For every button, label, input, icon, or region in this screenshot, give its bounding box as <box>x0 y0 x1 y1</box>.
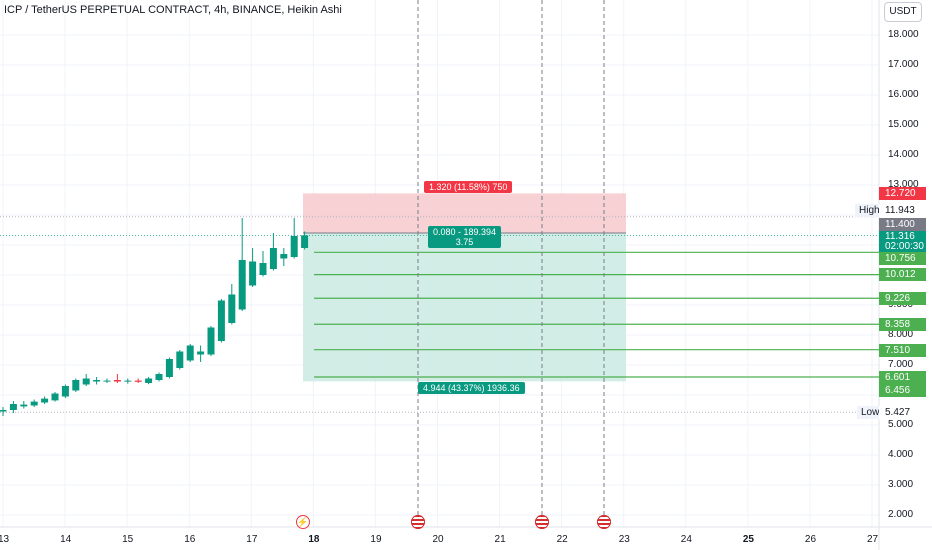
us-flag-icon[interactable] <box>411 515 425 529</box>
candle-body <box>82 378 90 385</box>
symbol-title: ICP / TetherUS PERPETUAL CONTRACT, 4h, B… <box>4 4 342 16</box>
candle-body <box>0 410 7 412</box>
time-axis-label: 15 <box>122 534 134 545</box>
candle-body <box>134 380 142 382</box>
candle-body <box>145 378 153 383</box>
price-axis-label: 2.000 <box>888 509 914 520</box>
candle-body <box>207 327 215 355</box>
entry-label-line-1: 0.080 - 189.394 <box>433 227 497 237</box>
candle-body <box>72 380 80 391</box>
candle-body <box>280 254 288 259</box>
price-axis-label: 5.000 <box>888 419 914 430</box>
candle-body <box>165 359 173 377</box>
time-axis-label: 23 <box>618 534 630 545</box>
candle-body <box>113 380 121 382</box>
candle-body <box>20 404 28 407</box>
time-axis-label: 16 <box>184 534 196 545</box>
price-tag-tp6: 6.601 <box>879 371 926 384</box>
candle-body <box>51 393 59 401</box>
us-flag-icon[interactable] <box>597 515 611 529</box>
candle-body <box>186 345 194 361</box>
price-axis-label: 13.000 <box>888 179 919 190</box>
candle-body <box>259 263 267 275</box>
candle-body <box>217 300 225 341</box>
time-axis-label: 21 <box>494 534 506 545</box>
bar-countdown: 02:00:30 <box>885 241 924 252</box>
price-axis-label: 15.000 <box>888 119 919 130</box>
time-axis-label: 26 <box>804 534 817 545</box>
price-axis-label: 8.000 <box>888 329 914 340</box>
price-axis-label: 3.000 <box>888 479 914 490</box>
price-axis-label: 16.000 <box>888 89 919 100</box>
price-tag-tp4: 8.358 <box>879 318 926 331</box>
candle-body <box>9 404 17 410</box>
candle-body <box>61 386 69 397</box>
candle-body <box>103 380 111 382</box>
time-axis-label: 19 <box>370 534 382 545</box>
candle-body <box>269 248 277 269</box>
price-tag-tp5: 7.510 <box>879 344 926 357</box>
price-tag-tp3: 9.226 <box>879 292 926 305</box>
candle-body <box>93 380 101 382</box>
entry-label-line-2: 3.75 <box>455 237 474 247</box>
time-axis-label: 20 <box>432 534 444 545</box>
candle-body <box>249 261 257 286</box>
price-tag-entry: 11.400 <box>879 218 926 231</box>
candle-body <box>301 235 309 248</box>
price-tag-tp1: 10.756 <box>879 252 926 265</box>
price-axis-label: 14.000 <box>888 149 919 160</box>
price-axis-label: 4.000 <box>888 449 914 460</box>
price-axis-label: 18.000 <box>888 29 919 40</box>
time-axis-label: 22 <box>556 534 568 545</box>
stop-loss-label: 1.320 (11.58%) 750 <box>424 181 513 193</box>
take-profit-zone <box>303 233 626 382</box>
time-axis-label: 25 <box>742 534 754 545</box>
price-axis-label: 7.000 <box>888 359 914 370</box>
candle-body <box>30 401 38 406</box>
price-tag-target: 6.456 <box>879 384 926 397</box>
currency-button[interactable]: USDT <box>884 2 922 22</box>
candle-body <box>197 351 205 355</box>
time-axis-label: 24 <box>680 534 692 545</box>
us-flag-icon[interactable] <box>535 515 549 529</box>
price-tag-stop: 12.720 <box>879 187 926 200</box>
time-axis-label: 17 <box>246 534 258 545</box>
candle-body <box>155 374 163 380</box>
low-value-tag: 5.427 <box>879 406 926 419</box>
price-tag-tp2: 10.012 <box>879 268 926 281</box>
time-axis-label: 13 <box>0 534 10 545</box>
time-axis-label: 27 <box>866 534 879 545</box>
lightning-event-icon[interactable]: ⚡ <box>296 515 310 529</box>
time-axis-label: 18 <box>308 534 320 545</box>
low-label: Low <box>857 406 884 419</box>
current-price-tag: 11.316 02:00:30 <box>879 231 926 252</box>
price-axis-label: 17.000 <box>888 59 919 70</box>
candle-body <box>228 294 236 323</box>
candle-body <box>290 236 298 257</box>
high-value-tag: 11.943 <box>879 204 926 217</box>
high-label: High <box>855 204 884 217</box>
time-axis-label: 14 <box>60 534 72 545</box>
entry-label: 0.080 - 189.394 3.75 <box>428 226 502 248</box>
candle-body <box>124 380 132 382</box>
candle-body <box>238 260 246 310</box>
candle-body <box>176 351 184 368</box>
current-price-value: 11.316 <box>885 231 915 242</box>
candle-body <box>41 398 49 403</box>
target-label: 4.944 (43.37%) 1936.36 <box>418 382 525 394</box>
